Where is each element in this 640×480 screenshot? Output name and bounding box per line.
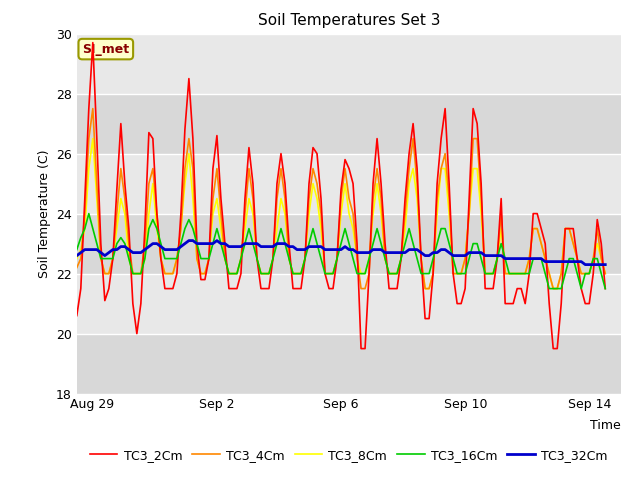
- Bar: [77, 154, 621, 214]
- Y-axis label: Soil Temperature (C): Soil Temperature (C): [38, 149, 51, 278]
- Bar: [77, 274, 621, 334]
- Text: Time: Time: [590, 419, 621, 432]
- Bar: [77, 214, 621, 274]
- Bar: [77, 34, 621, 94]
- Bar: [77, 334, 621, 394]
- Text: SI_met: SI_met: [82, 43, 129, 56]
- Bar: [77, 94, 621, 154]
- Title: Soil Temperatures Set 3: Soil Temperatures Set 3: [257, 13, 440, 28]
- Legend: TC3_2Cm, TC3_4Cm, TC3_8Cm, TC3_16Cm, TC3_32Cm: TC3_2Cm, TC3_4Cm, TC3_8Cm, TC3_16Cm, TC3…: [85, 444, 612, 467]
